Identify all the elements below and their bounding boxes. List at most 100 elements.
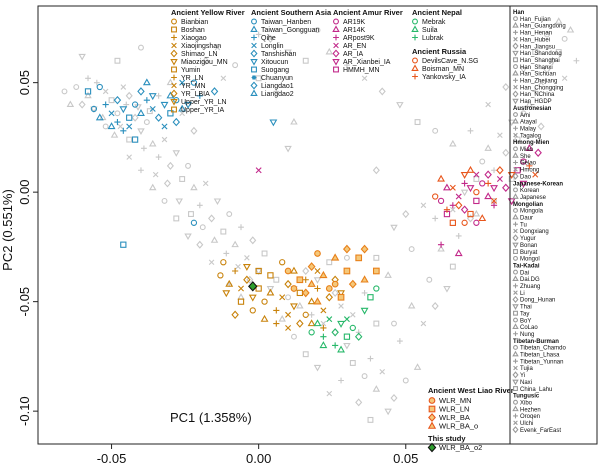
- data-point-modern-east-asians: [231, 240, 239, 248]
- data-point-ancient-southern-asia: [269, 119, 278, 127]
- legend-symbol-modern-boy: [513, 317, 518, 323]
- data-point-ancient-russia: [467, 210, 474, 218]
- legend-label: Tibetan_Chamdo: [520, 346, 566, 352]
- legend-symbol-modern-dong-hunan: [512, 295, 519, 304]
- data-point-ancient-nepal: [308, 329, 315, 336]
- legend-symbol-modern-han-henan: [513, 29, 518, 35]
- data-point-ancient-russia: [485, 180, 492, 187]
- data-point-wlr-ba-o2: [248, 281, 258, 292]
- data-point-modern-east-asians: [402, 210, 410, 219]
- data-point-modern-east-asians: [73, 84, 80, 90]
- legend-label: Naxi: [520, 380, 532, 386]
- ancient-legend: Ancient Yellow River BianbianBoshanXiaoga…: [170, 8, 478, 114]
- legend-symbol-modern-tibetan-lhasa: [512, 350, 519, 357]
- data-point-modern-east-asians: [378, 87, 386, 96]
- legend-symbol-xiaogao: [171, 34, 177, 41]
- data-point-ancient-nepal: [343, 316, 350, 323]
- data-point-ancient-yellow-river: [225, 279, 234, 287]
- study-legend-title: This study: [428, 434, 466, 443]
- legend-symbol-modern-han-hgdp: [512, 98, 519, 105]
- data-point-ancient-yellow-river: [285, 311, 292, 318]
- data-point-modern-east-asians: [102, 88, 109, 95]
- data-point-ancient-southern-asia: [179, 79, 186, 86]
- data-point-modern-east-asians: [361, 75, 368, 82]
- data-point-ancient-nepal: [337, 345, 345, 353]
- legend-label: DevilsCave_N.SG: [422, 58, 478, 65]
- legend-symbol-modern-dao: [512, 172, 519, 180]
- legend-symbol-modern-colao: [512, 323, 519, 329]
- data-point-modern-east-asians: [261, 250, 268, 257]
- legend-label: Yumin: [181, 67, 201, 74]
- data-point-modern-east-asians: [443, 286, 451, 293]
- legend-label: Japanese: [520, 195, 547, 201]
- legend-symbol-modern-dai: [513, 269, 518, 275]
- legend-label: Dai.DG: [520, 277, 540, 283]
- data-point-ancient-russia: [443, 206, 451, 213]
- legend-label: Miaozigou_MN: [181, 59, 228, 66]
- data-point-modern-east-asians: [426, 276, 433, 283]
- data-point-modern-east-asians: [420, 320, 427, 327]
- data-point-modern-east-asians: [373, 254, 380, 261]
- data-point-ancient-yellow-river: [261, 298, 268, 305]
- data-point-ancient-yellow-river: [320, 307, 327, 314]
- legend-symbol-modern-naxi: [512, 379, 519, 386]
- data-point-ancient-amur-river: [461, 180, 468, 187]
- data-point-ancient-nepal: [332, 342, 339, 349]
- data-point-ancient-west-liao-river: [348, 279, 357, 289]
- data-point-modern-east-asians: [555, 49, 562, 55]
- data-point-modern-east-asians: [525, 100, 534, 108]
- data-point-modern-east-asians: [138, 44, 144, 51]
- data-point-modern-east-asians: [155, 92, 162, 99]
- data-point-modern-east-asians: [220, 228, 227, 235]
- data-point-ancient-west-liao-river: [343, 267, 351, 275]
- data-point-ancient-amur-river: [525, 144, 534, 151]
- data-point-ancient-yellow-river: [320, 324, 327, 332]
- data-point-ancient-nepal: [331, 328, 339, 337]
- data-point-ancient-amur-river: [437, 197, 445, 205]
- legend-label: CoLao: [520, 325, 538, 331]
- data-point-ancient-southern-asia: [90, 105, 98, 113]
- data-point-ancient-southern-asia: [84, 88, 92, 95]
- legend-label: Yankovsky_IA: [422, 74, 466, 81]
- data-point-modern-east-asians: [110, 131, 119, 138]
- legend-label: She: [520, 154, 531, 160]
- legend-symbol-yankovsky-ia: [412, 73, 418, 80]
- y-tick-label: -0.05: [17, 287, 32, 317]
- data-point-ancient-southern-asia: [126, 123, 133, 130]
- data-point-modern-east-asians: [102, 123, 109, 130]
- modern-legend-group: Tibetan-Burman: [513, 339, 559, 345]
- data-point-modern-east-asians: [473, 176, 480, 182]
- data-point-modern-east-asians: [537, 122, 545, 131]
- data-point-modern-east-asians: [338, 303, 344, 309]
- legend-label: Longlin: [261, 43, 284, 50]
- data-point-ancient-yellow-river: [260, 314, 269, 322]
- data-point-ancient-russia: [461, 219, 468, 226]
- data-point-ancient-southern-asia: [142, 78, 151, 86]
- legend-label: Han_Chongqing: [520, 85, 563, 91]
- modern-legend-group: Tai-Kadai: [513, 263, 540, 269]
- data-point-ancient-amur-river: [484, 192, 493, 200]
- legend-symbol-modern-she: [512, 152, 519, 158]
- data-point-modern-east-asians: [532, 49, 539, 55]
- data-point-modern-east-asians: [367, 416, 374, 423]
- data-point-modern-east-asians: [519, 67, 528, 74]
- legend-symbol-boisman-mn: [411, 64, 419, 71]
- data-point-modern-east-asians: [450, 206, 456, 213]
- legend-symbol-modern-korean: [513, 187, 518, 193]
- legend-label: Dai: [520, 270, 529, 276]
- legend-label: Tibetan_Lhasa: [520, 353, 560, 359]
- legend-label: Yugur: [520, 236, 536, 242]
- data-point-modern-east-asians: [161, 136, 168, 143]
- legend-label: Han_Shanghai: [520, 58, 560, 64]
- data-point-ancient-southern-asia: [160, 101, 169, 109]
- legend-symbol-modern-han-jiangsu: [512, 42, 519, 50]
- data-point-ancient-yellow-river: [267, 272, 274, 279]
- legend-label: Han_Fujian: [520, 17, 551, 23]
- data-point-ancient-yellow-river: [290, 303, 298, 311]
- data-point-ancient-west-liao-river: [284, 267, 292, 275]
- data-point-modern-east-asians: [166, 78, 175, 86]
- legend-symbol-modern-zhuang: [513, 283, 518, 289]
- data-point-modern-east-asians: [361, 289, 368, 296]
- ancient-legend-title: Ancient Nepal: [412, 8, 462, 17]
